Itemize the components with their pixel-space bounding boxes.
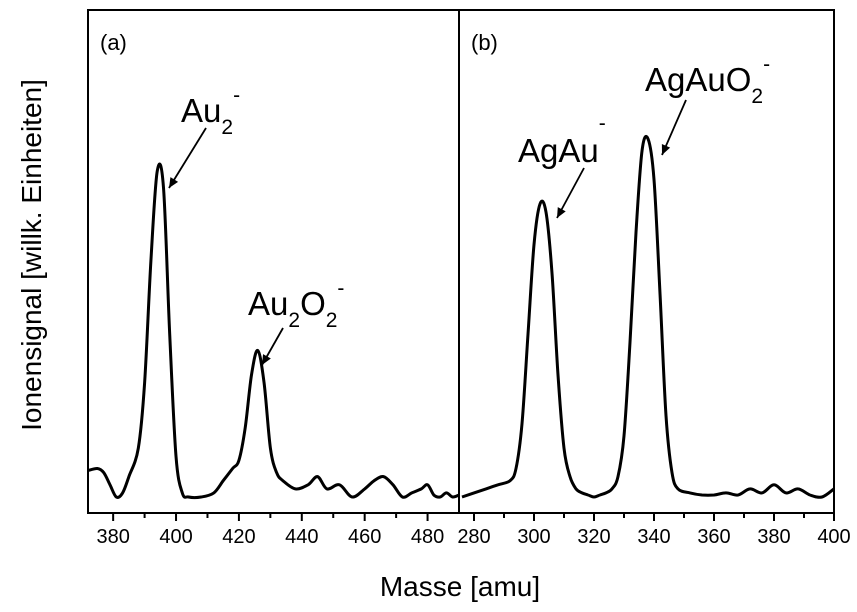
panel-2-label: (b) (471, 30, 498, 55)
peak-annotation-arrowhead (262, 354, 271, 365)
panel-2-x-tick-label: 380 (757, 526, 790, 548)
panel-1-x-tick-label: 400 (159, 526, 192, 548)
panel-2-x-tick-label: 340 (637, 526, 670, 548)
panel-1-x-tick-label: 420 (222, 526, 255, 548)
panel-1-x-tick-label: 480 (411, 526, 444, 548)
peak-annotation-label: AgAuO2- (645, 53, 770, 108)
peak-annotation-arrowhead (661, 144, 671, 155)
panel-2-x-tick-label: 280 (457, 526, 490, 548)
peak-annotation-label: Au2O2- (248, 277, 344, 332)
peak-annotation-label: Au2- (181, 84, 240, 139)
peak-annotation-arrow (661, 99, 687, 156)
panel-1-x-tick-label: 460 (348, 526, 381, 548)
peak-annotation-arrow (168, 127, 207, 189)
peak-annotation-label: AgAu- (518, 112, 606, 169)
panel-2-frame (458, 9, 835, 514)
panel-1-x-tick-label: 440 (285, 526, 318, 548)
panel-2-x-tick-label: 360 (697, 526, 730, 548)
panel-2-x-tick-label: 300 (517, 526, 550, 548)
panel-2-x-tick-label: 320 (577, 526, 610, 548)
peak-annotation-arrowhead (557, 207, 566, 218)
panel-2-x-tick-label: 400 (817, 526, 850, 548)
y-axis-title: Ionensignal [willk. Einheiten] (16, 79, 47, 431)
x-axis-title: Masse [amu] (380, 571, 540, 602)
panel-2-series-line (461, 134, 835, 499)
peak-annotation-arrowhead (169, 177, 179, 188)
panel-1-label: (a) (100, 30, 127, 55)
panel-1-x-tick-label: 380 (96, 526, 129, 548)
panel-1-frame (87, 9, 460, 514)
panel-1-series-line (87, 162, 460, 500)
